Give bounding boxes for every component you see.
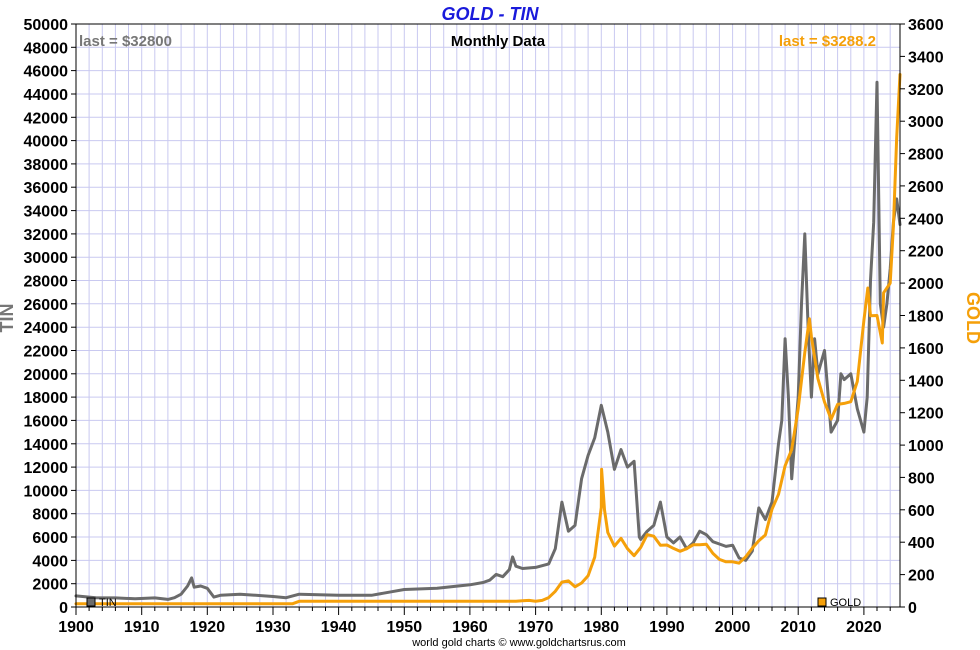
x-tick-label: 1910 <box>124 619 160 636</box>
left-tick-label: 4000 <box>32 553 68 570</box>
x-tick-label: 1940 <box>321 619 357 636</box>
left-tick-label: 26000 <box>24 297 69 314</box>
right-tick-label: 200 <box>908 568 935 585</box>
last-tin-label: last = $32800 <box>79 33 172 50</box>
right-tick-label: 3600 <box>908 17 944 34</box>
left-tick-label: 28000 <box>24 274 69 291</box>
credit-text: world gold charts © www.goldchartsrus.co… <box>411 637 626 649</box>
right-tick-label: 2800 <box>908 147 944 164</box>
right-tick-label: 2400 <box>908 211 944 228</box>
right-tick-label: 400 <box>908 535 935 552</box>
left-tick-label: 18000 <box>24 390 69 407</box>
left-tick-label: 44000 <box>24 87 69 104</box>
x-tick-label: 1930 <box>255 619 291 636</box>
left-tick-label: 50000 <box>24 17 69 34</box>
right-axis-label: GOLD <box>963 292 980 344</box>
x-axis: 1900 1910 1920 1930 1940 1950 1960 1970 1980 1990… <box>58 607 891 636</box>
series-layer <box>74 73 902 606</box>
right-tick-label: 1000 <box>908 438 944 455</box>
right-tick-label: 2200 <box>908 244 944 261</box>
right-tick-label: 3400 <box>908 49 944 66</box>
x-tick-label: 2010 <box>780 619 816 636</box>
left-tick-label: 0 <box>59 600 68 617</box>
right-tick-label: 2000 <box>908 276 944 293</box>
last-gold-label: last = $3288.2 <box>779 33 876 50</box>
right-tick-label: 1600 <box>908 341 944 358</box>
x-tick-label: 2000 <box>715 619 751 636</box>
chart-title: GOLD - TIN <box>442 4 540 24</box>
left-tick-label: 40000 <box>24 134 69 151</box>
legend-tin: TIN <box>86 597 117 609</box>
left-tick-label: 2000 <box>32 577 68 594</box>
grid-lines <box>76 24 900 607</box>
x-tick-label: 1900 <box>58 619 94 636</box>
left-tick-label: 12000 <box>24 460 69 477</box>
right-tick-label: 1200 <box>908 406 944 423</box>
left-tick-label: 34000 <box>24 204 69 221</box>
left-tick-label: 36000 <box>24 180 69 197</box>
right-tick-label: 1800 <box>908 309 944 326</box>
chart-subtitle: Monthly Data <box>451 33 546 50</box>
left-tick-label: 30000 <box>24 250 69 267</box>
x-tick-label: 1960 <box>452 619 488 636</box>
left-tick-label: 22000 <box>24 344 69 361</box>
x-tick-label: 1920 <box>190 619 226 636</box>
x-tick-label: 1980 <box>584 619 620 636</box>
right-tick-label: 1400 <box>908 373 944 390</box>
right-tick-label: 800 <box>908 470 935 487</box>
x-tick-label: 1970 <box>518 619 554 636</box>
x-tick-label: 2020 <box>846 619 882 636</box>
x-tick-label: 1990 <box>649 619 685 636</box>
series-line-tin <box>74 80 902 601</box>
left-axis-label: TIN <box>0 304 17 333</box>
right-axis: 0 200 400 600 800 1000 1200 1400 1600 1800 2000 220… <box>900 17 944 617</box>
right-tick-label: 600 <box>908 503 935 520</box>
left-tick-label: 32000 <box>24 227 69 244</box>
left-tick-label: 14000 <box>24 437 69 454</box>
right-tick-label: 3000 <box>908 114 944 131</box>
legend-gold: GOLD <box>817 597 861 609</box>
left-tick-label: 46000 <box>24 64 69 81</box>
left-tick-label: 42000 <box>24 110 69 127</box>
left-tick-label: 8000 <box>32 507 68 524</box>
left-tick-label: 16000 <box>24 413 69 430</box>
left-tick-label: 24000 <box>24 320 69 337</box>
right-tick-label: 3200 <box>908 82 944 99</box>
left-tick-label: 48000 <box>24 40 69 57</box>
series-line-gold <box>74 73 902 606</box>
x-tick-label: 1950 <box>387 619 423 636</box>
legend-gold-swatch <box>817 597 827 607</box>
plot-area <box>75 23 901 608</box>
legend-tin-swatch <box>86 597 96 607</box>
right-tick-label: 0 <box>908 600 917 617</box>
left-axis: 0 2000 4000 6000 8000 10000 12000 14000 16000 180… <box>24 17 76 617</box>
left-tick-label: 38000 <box>24 157 69 174</box>
legend-gold-label: GOLD <box>830 597 861 609</box>
left-tick-label: 10000 <box>24 483 69 500</box>
left-tick-label: 6000 <box>32 530 68 547</box>
right-tick-label: 2600 <box>908 179 944 196</box>
legend-tin-label: TIN <box>99 597 117 609</box>
left-tick-label: 20000 <box>24 367 69 384</box>
